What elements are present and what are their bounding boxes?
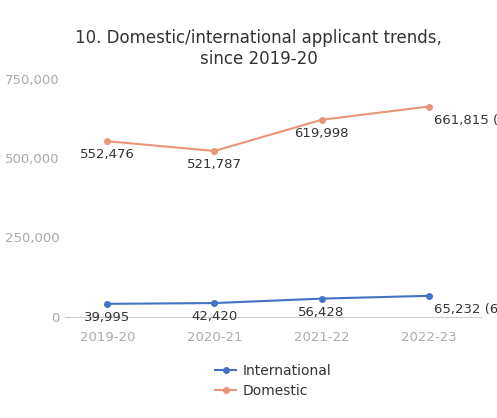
Legend: International, Domestic: International, Domestic xyxy=(210,359,337,403)
Text: 661,815 (20%): 661,815 (20%) xyxy=(434,114,497,127)
Text: 521,787: 521,787 xyxy=(187,158,242,171)
Text: 10. Domestic/international applicant trends,
since 2019-20: 10. Domestic/international applicant tre… xyxy=(75,29,442,68)
Text: 552,476: 552,476 xyxy=(80,148,135,161)
Text: 619,998: 619,998 xyxy=(294,127,349,140)
Text: 39,995: 39,995 xyxy=(84,311,131,324)
Text: 65,232 (63%): 65,232 (63%) xyxy=(434,303,497,316)
Text: 42,420: 42,420 xyxy=(191,310,238,323)
Text: 56,428: 56,428 xyxy=(298,306,344,319)
